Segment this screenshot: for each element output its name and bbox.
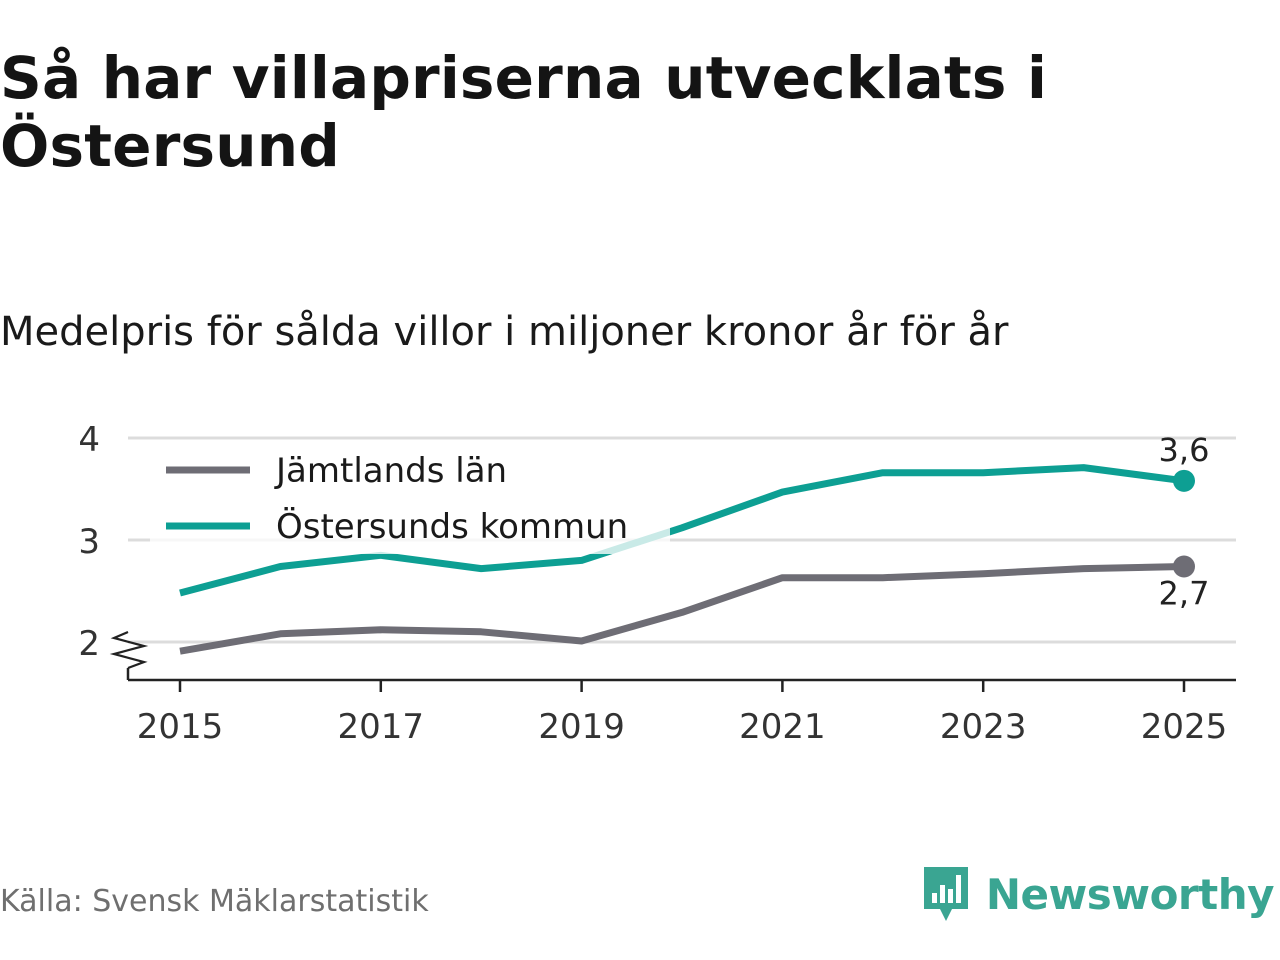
x-tick-label: 2023 <box>940 707 1027 747</box>
y-axis-break-icon <box>109 630 149 670</box>
page-title: Så har villapriserna utvecklats i Östers… <box>0 44 1048 180</box>
brand-name: Newsworthy <box>985 869 1275 919</box>
x-tick-label: 2019 <box>538 707 625 747</box>
chart-subtitle: Medelpris för sålda villor i miljoner kr… <box>0 309 1009 355</box>
legend-label-1: Östersunds kommun <box>276 506 628 547</box>
line-chart: 2 3 4 2015 2017 2019 2021 2023 2025 2,7 3,6 Jämtlan… <box>78 420 1236 747</box>
y-tick-label: 4 <box>78 420 100 460</box>
series-end-label-0: 2,7 <box>1159 575 1210 613</box>
y-tick-label: 2 <box>78 624 100 664</box>
legend: Jämtlands län Östersunds kommun <box>150 444 670 554</box>
x-tick-label: 2025 <box>1141 707 1228 747</box>
x-tick-label: 2015 <box>137 707 224 747</box>
legend-background <box>150 444 670 554</box>
series-end-point-0 <box>1173 555 1195 578</box>
series-line-0 <box>179 563 1185 655</box>
series-end-point-1 <box>1173 469 1195 492</box>
brand-logo: Newsworthy <box>920 862 1275 926</box>
series-line-1 <box>179 464 1185 597</box>
series-end-label-1: 3,6 <box>1159 431 1210 469</box>
newsworthy-logo-icon <box>923 867 968 921</box>
y-tick-label: 3 <box>78 522 100 562</box>
x-tick-label: 2021 <box>739 707 826 747</box>
legend-label-0: Jämtlands län <box>274 451 507 491</box>
source-note: Källa: Svensk Mäklarstatistik <box>0 884 429 919</box>
x-tick-label: 2017 <box>338 707 425 747</box>
